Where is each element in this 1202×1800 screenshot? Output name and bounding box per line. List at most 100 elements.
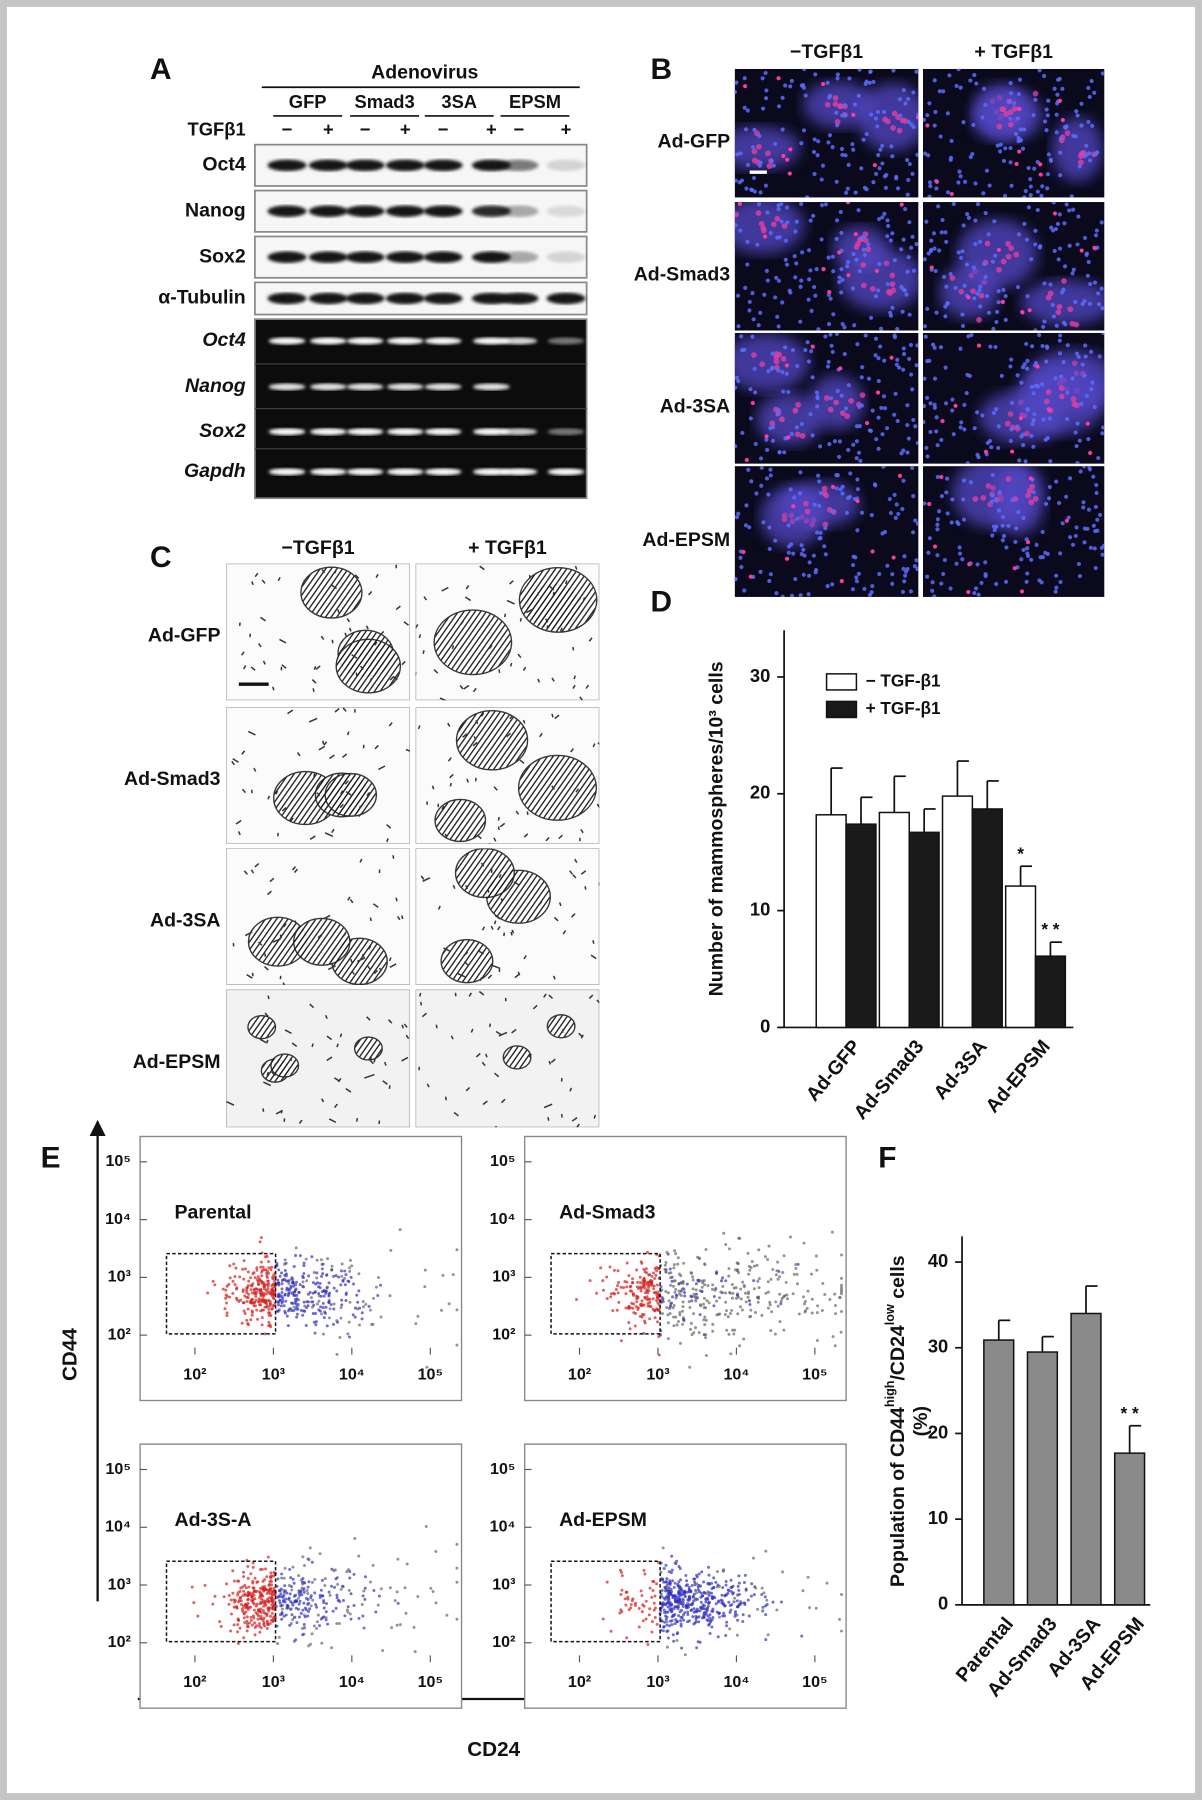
- nucleus: [909, 122, 914, 127]
- event: [764, 1604, 768, 1608]
- event: [268, 1596, 272, 1600]
- nucleus: [799, 202, 804, 206]
- event: [291, 1618, 295, 1622]
- stain: [788, 147, 793, 152]
- event: [425, 1365, 429, 1369]
- event: [278, 1595, 282, 1599]
- nucleus: [837, 439, 843, 444]
- stain: [1013, 251, 1020, 258]
- debris: [481, 712, 485, 717]
- blot-header: Adenovirus: [371, 62, 478, 84]
- event: [673, 1290, 677, 1294]
- debris: [452, 884, 456, 889]
- y-tick-label: 10²: [108, 1325, 132, 1343]
- brightfield-image: [415, 707, 600, 844]
- debris: [254, 862, 260, 868]
- nucleus: [924, 445, 929, 451]
- nucleus: [855, 477, 860, 482]
- stain: [1064, 130, 1071, 137]
- nucleus: [768, 230, 773, 236]
- event: [737, 1574, 741, 1578]
- nucleus: [773, 295, 778, 300]
- nucleus: [1047, 484, 1052, 490]
- event: [247, 1279, 251, 1283]
- event: [234, 1266, 238, 1270]
- treatment-sign: +: [400, 119, 411, 140]
- debris: [497, 816, 500, 821]
- event: [693, 1580, 697, 1584]
- event: [633, 1324, 637, 1328]
- nucleus: [1029, 344, 1035, 349]
- band: [547, 337, 585, 345]
- debris: [274, 1060, 279, 1066]
- event: [685, 1590, 689, 1594]
- event: [339, 1306, 343, 1310]
- nucleus: [859, 166, 864, 171]
- stain: [932, 544, 938, 549]
- event: [298, 1283, 302, 1287]
- nucleus: [801, 128, 807, 133]
- debris: [493, 786, 498, 791]
- debris: [580, 870, 587, 875]
- nucleus: [967, 373, 972, 379]
- nucleus: [843, 406, 849, 411]
- event: [275, 1584, 279, 1588]
- nucleus: [923, 117, 926, 122]
- event: [302, 1261, 306, 1265]
- event: [306, 1602, 310, 1606]
- nucleus: [1100, 552, 1105, 557]
- nucleus: [798, 470, 803, 475]
- nucleus: [885, 234, 890, 239]
- nucleus: [949, 520, 954, 525]
- debris: [481, 926, 486, 931]
- brightfield-image: [415, 563, 600, 701]
- event: [242, 1616, 246, 1620]
- event: [727, 1247, 731, 1251]
- nucleus: [742, 76, 747, 81]
- debris: [479, 565, 485, 571]
- nucleus: [923, 419, 926, 425]
- debris: [475, 720, 479, 725]
- x-tick-label: 10²: [568, 1673, 592, 1691]
- nucleus: [1066, 515, 1071, 520]
- debris: [331, 584, 337, 590]
- nucleus: [905, 158, 910, 163]
- nucleus: [956, 68, 961, 72]
- nucleus: [846, 162, 851, 167]
- stain: [1088, 450, 1093, 455]
- event: [641, 1282, 645, 1285]
- stain: [823, 492, 829, 499]
- nucleus: [1097, 512, 1103, 518]
- event: [733, 1614, 737, 1618]
- event: [267, 1260, 271, 1264]
- event: [335, 1622, 339, 1626]
- nucleus: [851, 442, 856, 447]
- event: [706, 1619, 710, 1623]
- nucleus: [1070, 376, 1075, 381]
- row-label: Ad-Smad3: [124, 768, 221, 790]
- event: [667, 1299, 671, 1303]
- event: [695, 1607, 699, 1611]
- event: [344, 1292, 348, 1296]
- y-tick-label: 10⁵: [490, 1460, 515, 1478]
- debris: [294, 920, 298, 925]
- nucleus: [805, 340, 810, 345]
- debris: [293, 868, 299, 874]
- event: [637, 1286, 641, 1290]
- event: [601, 1288, 605, 1292]
- nucleus: [1001, 287, 1006, 292]
- event: [695, 1575, 699, 1579]
- debris: [418, 634, 422, 639]
- event: [792, 1272, 796, 1276]
- nucleus: [1044, 359, 1049, 364]
- event: [369, 1580, 373, 1584]
- event: [833, 1303, 837, 1307]
- nucleus: [1076, 214, 1081, 219]
- event: [706, 1284, 710, 1288]
- event: [303, 1309, 307, 1313]
- nucleus: [1089, 78, 1094, 84]
- stain: [925, 123, 930, 128]
- event: [636, 1296, 640, 1300]
- event: [679, 1289, 683, 1293]
- event: [782, 1254, 786, 1258]
